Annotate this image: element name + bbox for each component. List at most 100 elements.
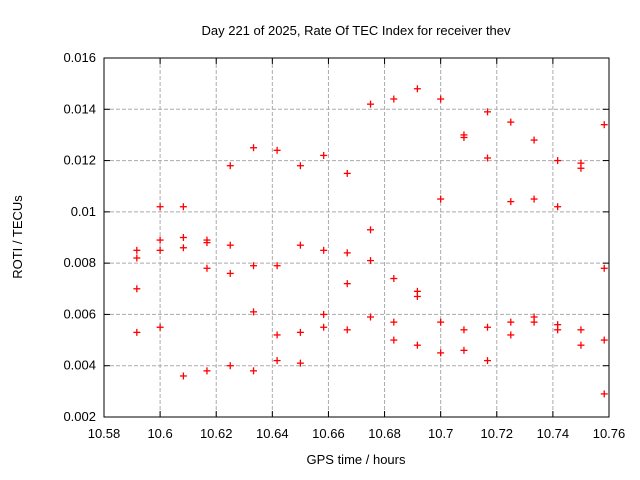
data-point-marker <box>156 236 164 244</box>
data-point-marker <box>554 203 562 211</box>
data-point-marker <box>343 326 351 334</box>
data-point-marker <box>390 318 398 326</box>
x-tick-label: 10.7 <box>428 426 453 441</box>
data-point-marker <box>484 108 492 116</box>
data-point-marker <box>273 357 281 365</box>
y-tick-label: 0.016 <box>63 50 96 65</box>
data-point-marker <box>437 95 445 103</box>
data-point-marker <box>203 264 211 272</box>
data-point-marker <box>390 275 398 283</box>
data-point-marker <box>367 257 375 265</box>
data-point-marker <box>600 390 608 398</box>
data-point-marker <box>484 323 492 331</box>
data-point-marker <box>133 328 141 336</box>
data-point-marker <box>507 331 515 339</box>
data-point-marker <box>437 349 445 357</box>
data-point-marker <box>343 249 351 257</box>
data-point-marker <box>179 372 187 380</box>
data-point-marker <box>296 359 304 367</box>
data-points-layer <box>133 85 608 398</box>
data-point-marker <box>530 195 538 203</box>
data-point-marker <box>367 313 375 321</box>
data-point-marker <box>273 331 281 339</box>
data-point-marker <box>226 162 234 170</box>
data-point-marker <box>296 162 304 170</box>
data-point-marker <box>250 367 258 375</box>
y-tick-label: 0.002 <box>63 409 96 424</box>
data-point-marker <box>343 280 351 288</box>
data-point-marker <box>320 151 328 159</box>
data-point-marker <box>507 118 515 126</box>
data-point-marker <box>413 341 421 349</box>
data-point-marker <box>133 246 141 254</box>
data-point-marker <box>133 254 141 262</box>
data-point-marker <box>390 336 398 344</box>
x-tick-label: 10.74 <box>537 426 570 441</box>
y-tick-label: 0.008 <box>63 255 96 270</box>
y-axis-label: ROTI / TECUs <box>10 195 25 279</box>
data-point-marker <box>413 85 421 93</box>
data-point-marker <box>156 203 164 211</box>
x-tick-label: 10.68 <box>368 426 401 441</box>
x-tick-label: 10.64 <box>256 426 289 441</box>
chart-title: Day 221 of 2025, Rate Of TEC Index for r… <box>201 23 511 38</box>
data-point-marker <box>367 226 375 234</box>
x-tick-label: 10.62 <box>200 426 233 441</box>
data-point-marker <box>507 198 515 206</box>
data-point-marker <box>554 157 562 165</box>
label-layer: Day 221 of 2025, Rate Of TEC Index for r… <box>10 23 511 467</box>
data-point-marker <box>226 362 234 370</box>
data-point-marker <box>367 100 375 108</box>
data-point-marker <box>203 367 211 375</box>
data-point-marker <box>554 326 562 334</box>
data-point-marker <box>600 121 608 129</box>
y-tick-label: 0.004 <box>63 358 96 373</box>
x-tick-label: 10.76 <box>593 426 626 441</box>
data-point-marker <box>179 203 187 211</box>
y-tick-label: 0.01 <box>71 204 96 219</box>
data-point-marker <box>577 326 585 334</box>
data-point-marker <box>320 323 328 331</box>
data-point-marker <box>296 328 304 336</box>
x-tick-label: 10.6 <box>147 426 172 441</box>
data-point-marker <box>484 357 492 365</box>
grid-layer <box>104 58 609 417</box>
y-tick-label: 0.006 <box>63 306 96 321</box>
data-point-marker <box>507 318 515 326</box>
data-point-marker <box>156 323 164 331</box>
data-point-marker <box>577 341 585 349</box>
data-point-marker <box>390 95 398 103</box>
data-point-marker <box>600 336 608 344</box>
x-tick-label: 10.58 <box>88 426 121 441</box>
data-point-marker <box>460 133 468 141</box>
data-point-marker <box>600 264 608 272</box>
tick-layer: 10.58 10.6 10.62 10.64 10.66 10.68 10.7 10.72 10… <box>63 50 625 441</box>
data-point-marker <box>437 318 445 326</box>
data-point-marker <box>437 195 445 203</box>
data-point-marker <box>273 146 281 154</box>
x-axis-label: GPS time / hours <box>307 452 406 467</box>
data-point-marker <box>413 292 421 300</box>
data-point-marker <box>203 239 211 247</box>
x-tick-label: 10.66 <box>312 426 345 441</box>
data-point-marker <box>250 262 258 270</box>
data-point-marker <box>226 269 234 277</box>
data-point-marker <box>577 164 585 172</box>
data-point-marker <box>343 169 351 177</box>
data-point-marker <box>250 144 258 152</box>
data-point-marker <box>179 234 187 241</box>
data-point-marker <box>226 241 234 249</box>
data-point-marker <box>484 154 492 162</box>
data-point-marker <box>133 285 141 293</box>
data-point-marker <box>460 346 468 354</box>
data-point-marker <box>296 241 304 249</box>
data-point-marker <box>460 326 468 334</box>
data-point-marker <box>250 308 258 316</box>
y-tick-label: 0.012 <box>63 153 96 168</box>
y-tick-label: 0.014 <box>63 101 96 116</box>
data-point-marker <box>530 318 538 326</box>
data-point-marker <box>320 246 328 254</box>
data-point-marker <box>320 310 328 318</box>
data-point-marker <box>530 136 538 144</box>
